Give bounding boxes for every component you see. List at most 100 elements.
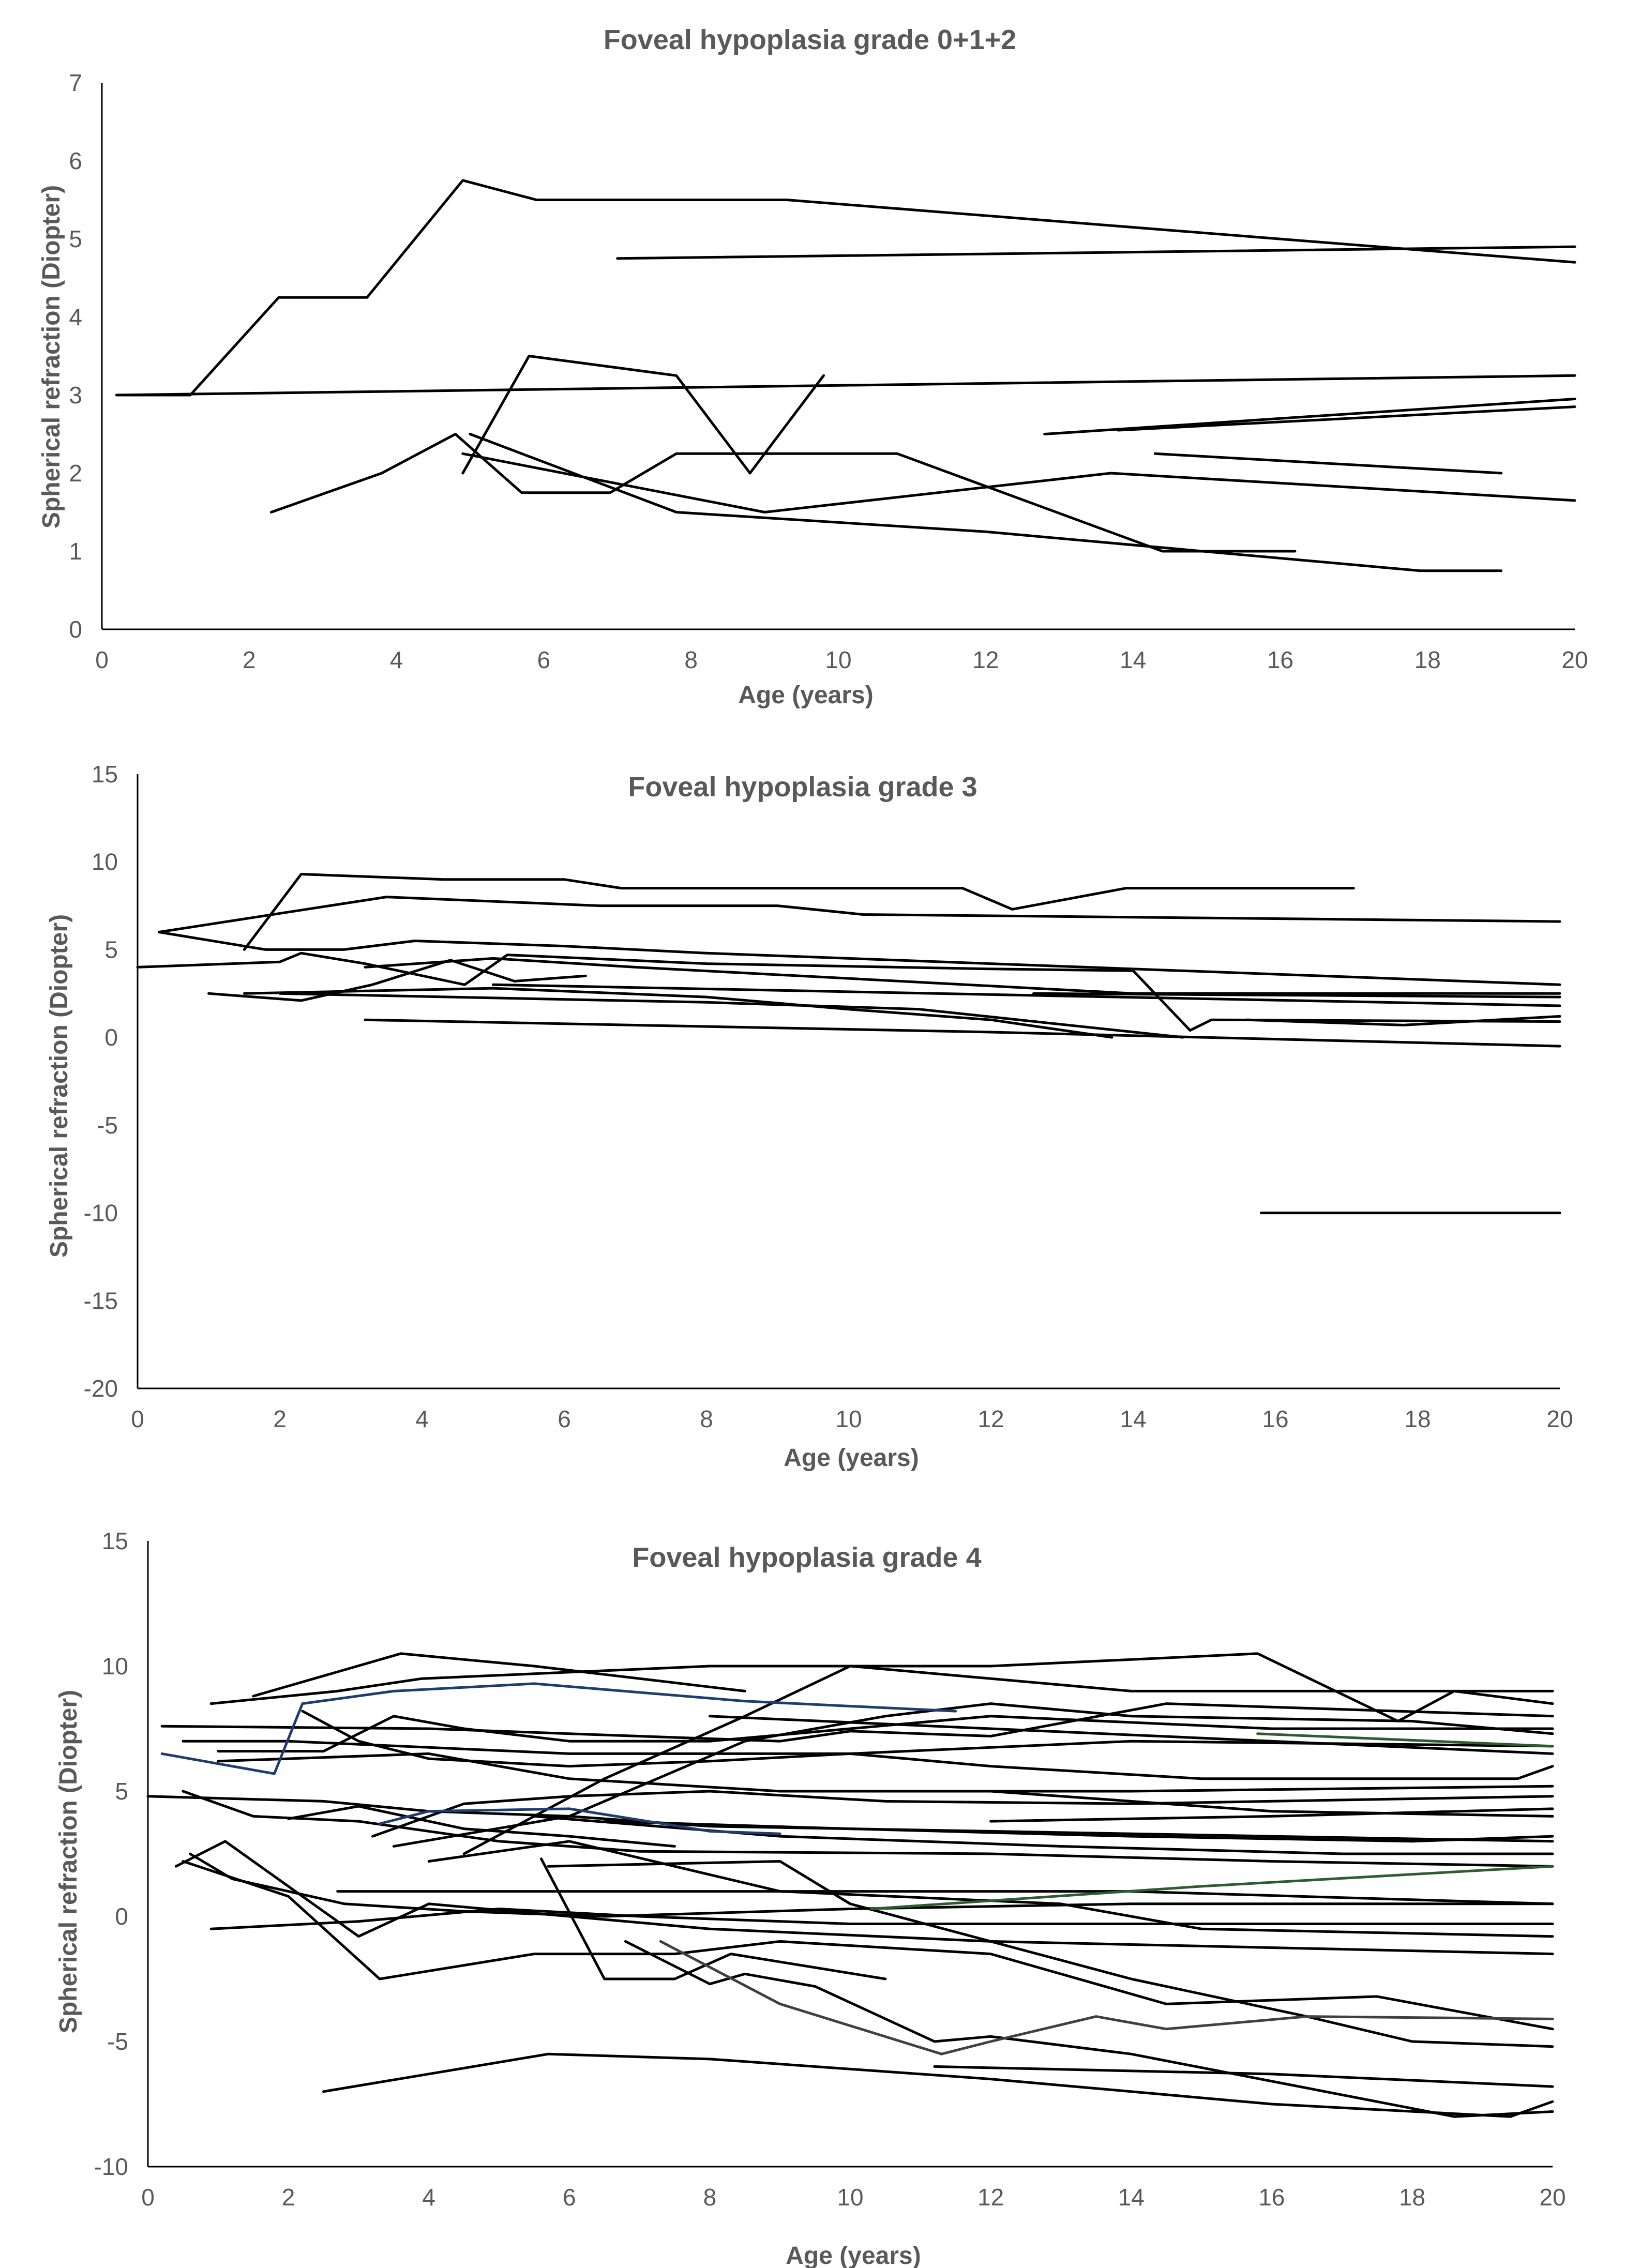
y-tick-label: 5: [115, 1778, 128, 1805]
y-tick-label: -10: [84, 1200, 118, 1227]
x-tick-label: 8: [684, 646, 698, 673]
x-tick-label: 8: [700, 1405, 713, 1432]
x-tick-label: 20: [1546, 1405, 1573, 1432]
series-line-28: [989, 1807, 1554, 1823]
y-tick-label: 0: [115, 1903, 128, 1930]
series-line-4: [136, 951, 1561, 1032]
series-line-5: [207, 959, 587, 1002]
y-tick-label: -10: [94, 2153, 128, 2180]
series-line-8: [364, 957, 1561, 995]
series-line-22: [849, 1785, 1554, 1793]
y-tick-label: 1: [69, 538, 82, 565]
series-line-2: [616, 245, 1576, 260]
series-line-26: [301, 1710, 1554, 1780]
y-tick-label: -20: [84, 1375, 118, 1402]
y-axis-title: Spherical refraction (Diopter): [46, 914, 73, 1258]
series-line-9: [371, 1790, 1554, 1838]
x-tick-label: 12: [972, 646, 999, 673]
panel-grade-0-1-2: Foveal hypoplasia grade 0+1+2 Age (years…: [38, 24, 1588, 709]
x-tick-label: 10: [825, 646, 851, 673]
y-tick-label: 7: [69, 69, 82, 96]
x-tick-label: 2: [243, 646, 256, 673]
x-tick-label: 0: [131, 1405, 144, 1432]
series-line-10: [1032, 992, 1561, 999]
series-line-8: [182, 1790, 1554, 1868]
x-tick-label: 18: [1399, 2184, 1425, 2211]
x-tick-label: 8: [703, 2184, 717, 2211]
x-tick-label: 6: [558, 1405, 571, 1432]
series-line-6: [217, 1752, 1554, 1818]
chart-title: Foveal hypoplasia grade 3: [628, 772, 977, 803]
series-line-7: [461, 452, 1576, 513]
series-line-4: [461, 355, 825, 475]
series-line-19: [624, 1940, 1554, 2118]
y-tick-label: 0: [104, 1024, 118, 1051]
y-tick-label: 5: [69, 225, 82, 252]
x-tick-label: 4: [422, 2184, 435, 2211]
x-tick-label: 12: [977, 1405, 1004, 1432]
y-axis-title: Spherical refraction (Diopter): [38, 185, 65, 528]
y-tick-label: 10: [102, 1653, 128, 1680]
y-tick-label: 5: [104, 936, 118, 963]
x-tick-label: 10: [835, 1405, 862, 1432]
x-tick-label: 2: [282, 2184, 295, 2211]
series-line-1: [243, 873, 1355, 951]
series-line-7: [278, 992, 1184, 1039]
x-tick-label: 10: [837, 2184, 863, 2211]
chart-title: Foveal hypoplasia grade 4: [632, 1542, 981, 1573]
x-tick-label: 2: [273, 1405, 287, 1432]
series-line-6: [243, 987, 1114, 1039]
x-tick-label: 12: [977, 2184, 1004, 2211]
x-tick-label: 4: [390, 646, 403, 673]
series-line-25: [427, 1840, 1554, 1938]
y-tick-label: 15: [102, 1528, 128, 1554]
series-line-7: [146, 1795, 1554, 1843]
series-line-33: [1256, 1732, 1554, 1748]
series-line-21: [933, 2065, 1554, 2088]
x-tick-label: 14: [1120, 646, 1146, 673]
series-line-16: [336, 1890, 1554, 1906]
axes: 0 2 4 6 8 10 12 14 16 18 20 -10 -5 0 5 10 15: [94, 1528, 1566, 2211]
y-tick-label: 0: [69, 616, 82, 643]
series-line-12: [492, 983, 1561, 1007]
x-tick-label: 16: [1258, 2184, 1285, 2211]
series-group: [146, 1652, 1554, 2118]
x-tick-label: 16: [1262, 1405, 1288, 1432]
series-line-27: [287, 1805, 676, 1848]
y-tick-label: 4: [69, 304, 82, 330]
series-line-18: [547, 1860, 1554, 2048]
series-line-4: [217, 1715, 1554, 1753]
series-line-11: [462, 1665, 1554, 1855]
x-tick-label: 6: [563, 2184, 576, 2211]
series-line-17: [540, 1857, 887, 1980]
series-line-13: [174, 1840, 1554, 1956]
y-tick-label: -15: [84, 1287, 118, 1314]
series-line-10: [1153, 452, 1503, 475]
series-line-9: [364, 1018, 1561, 1048]
series-line-29: [603, 1820, 1554, 1843]
y-axis-title: Spherical refraction (Diopter): [55, 1690, 82, 2033]
series-line-30: [160, 1682, 957, 1775]
x-tick-label: 14: [1120, 1405, 1146, 1432]
y-tick-label: 2: [69, 460, 82, 487]
series-line-2: [209, 1652, 1554, 1722]
series-line-34: [659, 1940, 1554, 2055]
series-line-31: [378, 1807, 781, 1835]
series-line-3: [160, 1702, 1554, 1743]
panel-grade-4: Foveal hypoplasia grade 4 Age (years) Sp…: [55, 1528, 1566, 2268]
axes: 0 2 4 6 8 10 12 14 16 18 20 -20 -15 -10 -5 0 5 10 15: [84, 761, 1573, 1432]
x-tick-label: 4: [415, 1405, 429, 1432]
y-tick-label: -5: [97, 1112, 118, 1139]
x-axis-title: Age (years): [738, 682, 873, 709]
series-group: [115, 179, 1576, 572]
panel-grade-3: Foveal hypoplasia grade 3 Age (years) Sp…: [46, 761, 1573, 1472]
series-line-1: [115, 179, 1576, 397]
series-group: [136, 873, 1561, 1215]
series-line-11: [1245, 1015, 1561, 1026]
y-tick-label: 3: [69, 382, 82, 409]
series-line-5: [182, 1740, 1554, 1755]
chart-title: Foveal hypoplasia grade 0+1+2: [604, 24, 1016, 55]
series-line-1: [252, 1652, 746, 1698]
